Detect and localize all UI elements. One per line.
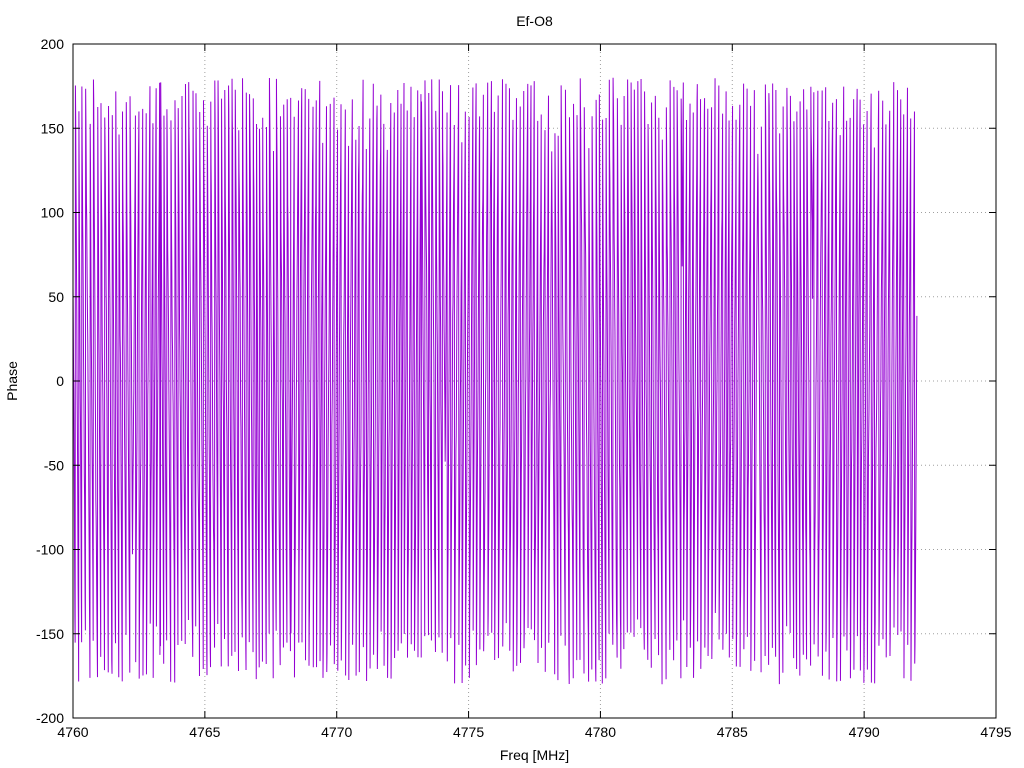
y-tick-label: -100 <box>36 542 64 558</box>
x-tick-label: 4765 <box>189 724 220 740</box>
x-tick-label: 4760 <box>57 724 88 740</box>
data-series <box>72 77 918 685</box>
y-tick-label: -50 <box>44 457 64 473</box>
y-tick-label: 0 <box>56 373 64 389</box>
chart-title: Ef-O8 <box>516 13 553 29</box>
x-axis-label: Freq [MHz] <box>500 747 569 763</box>
x-tick-label: 4795 <box>980 724 1011 740</box>
series-line <box>72 77 918 685</box>
x-tick-label: 4770 <box>321 724 352 740</box>
x-tick-label: 4780 <box>585 724 616 740</box>
x-tick-label: 4785 <box>717 724 748 740</box>
y-axis-ticks: -200 -150 -100 -50 0 50 100 150 200 <box>36 36 996 726</box>
y-tick-label: 200 <box>41 36 65 52</box>
x-axis-ticks: 4760 4765 4770 4775 4780 4785 4790 4795 <box>57 44 1012 740</box>
y-axis-label: Phase <box>4 361 20 401</box>
y-tick-label: 50 <box>48 289 64 305</box>
y-tick-label: -150 <box>36 626 64 642</box>
x-tick-label: 4790 <box>849 724 880 740</box>
x-tick-label: 4775 <box>453 724 484 740</box>
y-tick-label: 150 <box>41 120 65 136</box>
y-tick-label: 100 <box>41 205 65 221</box>
y-tick-label: -200 <box>36 710 64 726</box>
